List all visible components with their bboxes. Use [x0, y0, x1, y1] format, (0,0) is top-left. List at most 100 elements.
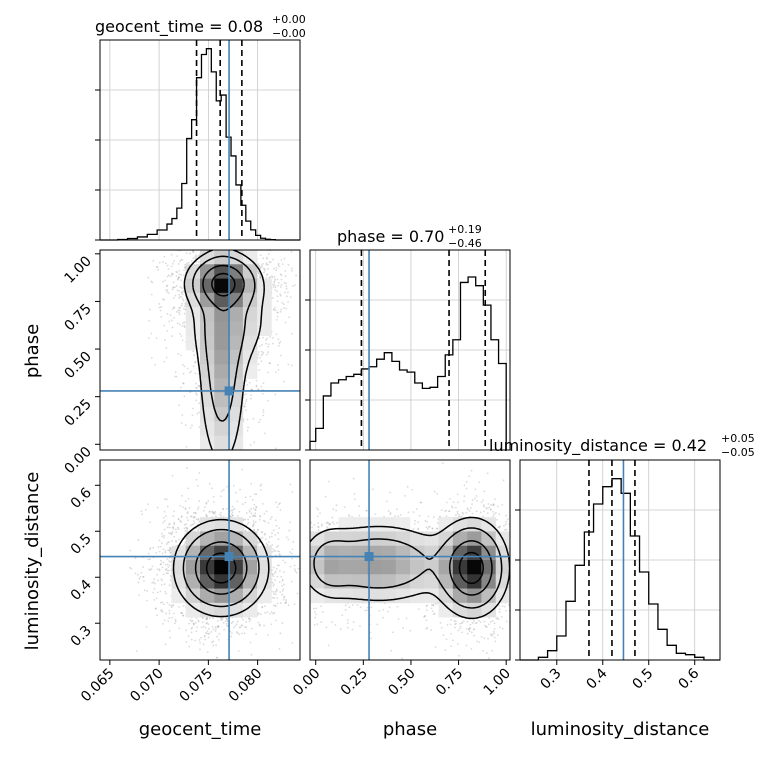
panel-geocent-time-vs-luminosity-distance-sample [246, 523, 249, 526]
panel-geocent-time-vs-luminosity-distance-sample [138, 577, 141, 580]
panel-geocent-time-vs-phase-frame [99, 249, 301, 451]
panel-geocent-time-vs-phase-sample [262, 268, 265, 270]
panel-geocent-time-vs-luminosity-distance-sample [213, 501, 215, 503]
panel-geocent-time-vs-luminosity-distance-sample [184, 500, 187, 503]
panel-geocent-time-vs-phase-sample [158, 261, 161, 264]
panel-geocent-time-vs-phase-sample [273, 267, 276, 270]
panel-geocent-time-vs-luminosity-distance-sample [159, 563, 162, 566]
panel-geocent-time-vs-luminosity-distance-sample [250, 653, 253, 656]
title-luminosity-distance-plus: +0.05 [721, 432, 755, 445]
panel-geocent-time-vs-luminosity-distance-sample [169, 636, 172, 639]
panel-geocent-time-vs-phase-sample [174, 286, 177, 289]
panel-geocent-time-vs-phase-density-cell [242, 278, 258, 294]
panel-geocent-time-vs-phase-sample [220, 242, 222, 244]
panel-geocent-time-vs-phase-sample [259, 274, 261, 276]
panel-geocent-time-vs-luminosity-distance-sample [229, 515, 232, 518]
panel-geocent-time-vs-phase-sample [168, 320, 171, 323]
ylabel-luminosity-distance: luminosity_distance [22, 472, 43, 651]
panel-geocent-time-vs-phase-sample [203, 480, 205, 482]
panel-geocent-time-vs-phase-sample [185, 445, 188, 448]
hist-phase-frame [309, 249, 511, 451]
panel-geocent-time-vs-phase-sample [272, 308, 275, 311]
panel-geocent-time-vs-phase-sample [284, 270, 287, 272]
hist-luminosity-distance-frame [519, 459, 721, 661]
panel-geocent-time-vs-phase-sample [180, 296, 183, 298]
panel-geocent-time-vs-phase-sample [214, 505, 216, 507]
panel-geocent-time-vs-luminosity-distance-sample [263, 533, 266, 536]
panel-geocent-time-vs-phase-sample [190, 260, 193, 262]
panel-geocent-time-vs-phase-sample [259, 266, 262, 269]
panel-geocent-time-vs-phase-sample [287, 300, 289, 303]
panel-geocent-time-vs-phase-sample [258, 369, 261, 371]
panel-geocent-time-vs-phase-sample [180, 258, 183, 261]
panel-geocent-time-vs-luminosity-distance-sample [257, 542, 260, 545]
panel-geocent-time-vs-phase-density-cell [200, 292, 215, 308]
panel-geocent-time-vs-phase-sample [176, 255, 179, 258]
panel-geocent-time-vs-phase-sample [178, 297, 181, 300]
panel-geocent-time-vs-phase-sample [195, 254, 197, 256]
panel-geocent-time-vs-luminosity-distance-sample [208, 510, 211, 513]
panel-geocent-time-vs-luminosity-distance-sample [165, 515, 167, 517]
panel-geocent-time-vs-luminosity-distance-sample [274, 590, 277, 593]
panel-geocent-time-vs-phase-sample [245, 152, 247, 154]
panel-geocent-time-vs-phase-sample [155, 337, 158, 340]
panel-geocent-time-vs-luminosity-distance-sample [277, 544, 279, 547]
panel-geocent-time-vs-luminosity-distance-sample [212, 644, 215, 647]
panel-geocent-time-vs-phase-density-cell [242, 292, 258, 308]
panel-geocent-time-vs-luminosity-distance-sample [272, 612, 274, 615]
panel-geocent-time-vs-phase-sample [176, 278, 179, 281]
panel-geocent-time-vs-luminosity-distance-sample [284, 561, 287, 564]
panel-geocent-time-vs-luminosity-distance-sample [195, 617, 198, 619]
panel-geocent-time-vs-luminosity-distance-sample [212, 512, 215, 514]
panel-geocent-time-vs-luminosity-distance-sample [293, 564, 296, 567]
panel-geocent-time-vs-phase-sample [180, 279, 183, 282]
panel-geocent-time-vs-luminosity-distance-sample [270, 611, 273, 613]
panel-geocent-time-vs-phase-sample [213, 458, 215, 460]
panel-geocent-time-vs-phase-sample [173, 247, 175, 249]
panel-geocent-time-vs-phase-sample [246, 223, 248, 225]
panel-geocent-time-vs-phase-sample [281, 301, 284, 304]
hist-geocent-time-frame [99, 39, 301, 241]
panel-geocent-time-vs-phase-sample [258, 421, 260, 424]
panel-geocent-time-vs-phase-sample [150, 293, 153, 296]
panel-geocent-time-vs-luminosity-distance-sample [168, 629, 171, 632]
panel-geocent-time-vs-phase-sample [163, 360, 166, 363]
ylabel-phase: phase [22, 324, 43, 378]
panel-geocent-time-vs-phase-sample [277, 284, 280, 287]
panel-geocent-time-vs-phase-sample [190, 474, 192, 476]
panel-geocent-time-vs-phase-sample [206, 241, 208, 243]
panel-geocent-time-vs-phase-sample [262, 351, 265, 354]
panel-geocent-time-vs-luminosity-distance-sample [190, 515, 193, 518]
panel-geocent-time-vs-phase-sample [204, 243, 206, 245]
panel-geocent-time-vs-phase-sample [193, 477, 195, 479]
panel-geocent-time-vs-luminosity-distance-sample [164, 551, 167, 554]
panel-geocent-time-vs-phase-sample [154, 363, 157, 366]
panel-geocent-time-vs-luminosity-distance-sample [162, 548, 165, 551]
panel-geocent-time-vs-luminosity-distance-sample [164, 549, 167, 552]
panel-geocent-time-vs-phase-sample [281, 263, 284, 266]
panel-geocent-time-vs-phase-sample [262, 414, 265, 417]
panel-geocent-time-vs-luminosity-distance-sample [172, 526, 175, 529]
panel-geocent-time-vs-phase-sample [207, 247, 209, 249]
panel-geocent-time-vs-luminosity-distance-sample [185, 526, 188, 529]
panel-geocent-time-vs-phase-sample [273, 284, 276, 287]
panel-geocent-time-vs-luminosity-distance-sample [150, 568, 153, 570]
panel-geocent-time-vs-phase-sample [295, 274, 298, 277]
panel-geocent-time-vs-phase-sample [179, 295, 181, 298]
panel-geocent-time-vs-phase-sample [294, 284, 296, 287]
panel-geocent-time-vs-phase-sample [246, 418, 249, 421]
panel-geocent-time-vs-phase-sample [172, 281, 175, 284]
panel-geocent-time-vs-phase-sample [173, 316, 176, 319]
panel-geocent-time-vs-phase-density-cell [228, 321, 244, 337]
panel-geocent-time-vs-phase-sample [243, 246, 245, 248]
panel-geocent-time-vs-phase-sample [246, 429, 249, 432]
panel-geocent-time-vs-luminosity-distance-sample [253, 515, 256, 518]
xlabel-phase: phase [383, 719, 437, 740]
panel-geocent-time-vs-luminosity-distance-sample [245, 621, 248, 623]
panel-geocent-time-vs-phase-density-cell [214, 350, 229, 365]
panel-geocent-time-vs-phase-sample [186, 208, 188, 210]
panel-geocent-time-vs-luminosity-distance-sample [134, 557, 137, 560]
panel-geocent-time-vs-luminosity-distance-sample [277, 532, 279, 534]
panel-geocent-time-vs-phase-sample [271, 337, 274, 339]
panel-geocent-time-vs-phase-sample [163, 298, 165, 301]
